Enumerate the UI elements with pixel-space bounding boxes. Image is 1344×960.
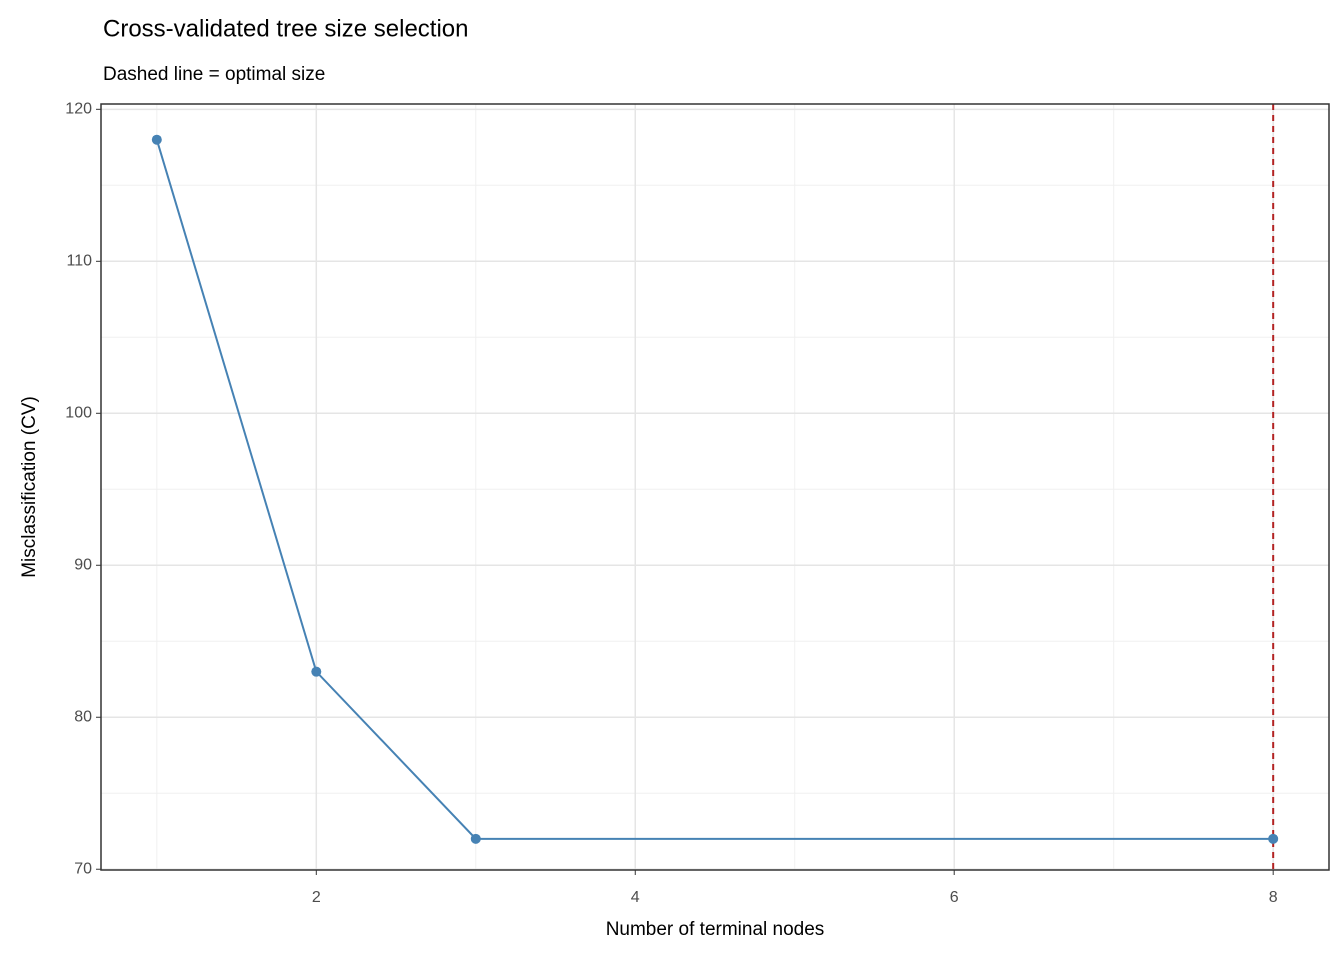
- x-tick-label: 2: [312, 889, 321, 906]
- point: [151, 134, 162, 145]
- line: [155, 139, 1274, 840]
- y-tick-label: 80: [74, 708, 92, 725]
- point: [1268, 833, 1279, 844]
- y-axis-label: Misclassification (CV): [19, 396, 40, 578]
- y-tick-label: 70: [74, 860, 92, 877]
- x-tick-label: 4: [631, 889, 640, 906]
- y-tick-label: 110: [66, 253, 92, 270]
- point: [311, 666, 322, 677]
- x-tick-label: 6: [950, 889, 959, 906]
- panel-border: [100, 103, 1330, 871]
- y-tick-label: 120: [65, 101, 92, 118]
- x-tick-label: 8: [1269, 889, 1278, 906]
- y-tick-label: 100: [65, 405, 92, 422]
- chart-subtitle: Dashed line = optimal size: [103, 64, 325, 85]
- x-axis-label: Number of terminal nodes: [606, 919, 825, 940]
- point: [470, 833, 481, 844]
- chart-title: Cross-validated tree size selection: [103, 15, 469, 42]
- y-tick-label: 90: [74, 556, 92, 573]
